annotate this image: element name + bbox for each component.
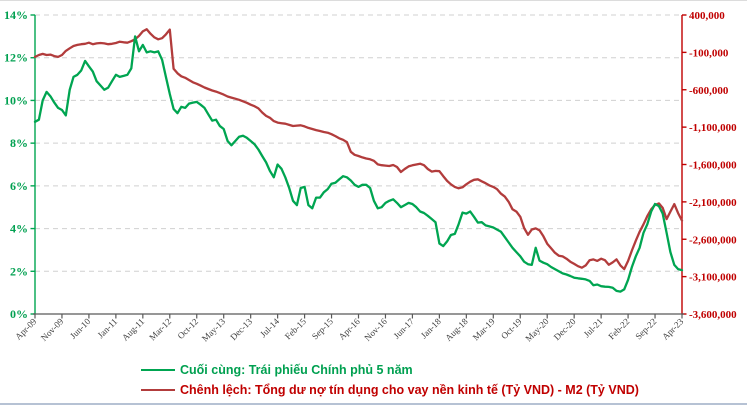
x-axis-label: Aug-18 xyxy=(443,316,470,343)
left-axis-label: 0% xyxy=(10,307,28,321)
left-axis-label: 6% xyxy=(10,179,28,193)
x-axis-label: Jun-10 xyxy=(68,316,93,341)
x-axis-label: Jul-14 xyxy=(258,316,281,339)
left-axis-label: 2% xyxy=(10,264,28,278)
x-axis-label: May-20 xyxy=(523,316,551,344)
right-axis-label: -100,000 xyxy=(689,47,729,59)
right-axis-label: -3,600,000 xyxy=(689,309,737,321)
x-axis-label: Jun-17 xyxy=(391,316,416,341)
x-axis-label: Sep-15 xyxy=(310,316,335,341)
legend-label-bond-yield: Cuối cùng: Trái phiếu Chính phủ 5 năm xyxy=(180,363,413,377)
x-axis-label: Apr-23 xyxy=(660,316,686,342)
series-line-bond-yield xyxy=(33,35,684,293)
legend-item-credit-m2-gap: Chênh lệch: Tổng dư nợ tín dụng cho vay … xyxy=(141,380,639,400)
axis-labels: 14% 12% 10% 8% 6% 4% 2% 0% 400,000 -100,000 -600,0… xyxy=(4,8,737,344)
x-axis-label: Dec-20 xyxy=(552,316,578,342)
x-axis-label: Feb-15 xyxy=(283,316,308,341)
legend-label-credit-m2-gap: Chênh lệch: Tổng dư nợ tín dụng cho vay … xyxy=(180,383,639,397)
x-axis-label: Mar-19 xyxy=(471,316,497,342)
x-axis-label: Jan-18 xyxy=(419,316,443,340)
axes xyxy=(30,14,687,319)
legend-item-bond-yield: Cuối cùng: Trái phiếu Chính phủ 5 năm xyxy=(141,360,639,380)
x-axis-label: Jul-21 xyxy=(582,316,605,339)
series-lines xyxy=(33,28,684,293)
x-axis-label: Nov-09 xyxy=(39,316,66,343)
x-axis-label: Oct-19 xyxy=(499,316,524,341)
legend: Cuối cùng: Trái phiếu Chính phủ 5 năm Ch… xyxy=(141,360,639,400)
right-axis-label: -600,000 xyxy=(689,85,729,97)
x-axis-label: Jan-11 xyxy=(95,316,119,340)
left-axis-label: 14% xyxy=(4,8,28,22)
x-axis-label: Sep-22 xyxy=(633,316,658,341)
x-axis-label: Dec-13 xyxy=(228,316,254,342)
left-axis-label: 12% xyxy=(4,51,28,65)
left-axis-label: 4% xyxy=(10,222,28,236)
right-axis-label: -2,600,000 xyxy=(689,234,737,246)
right-axis-label: 400,000 xyxy=(689,10,725,22)
legend-line-sample-green xyxy=(141,369,175,371)
x-axis-label: Mar-12 xyxy=(147,316,173,342)
x-axis-label: Oct-12 xyxy=(175,316,200,341)
right-axis-label: -2,100,000 xyxy=(689,197,737,209)
left-axis-label: 10% xyxy=(4,93,28,107)
right-axis-label: -1,100,000 xyxy=(689,122,737,134)
series-line-credit-m2-gap xyxy=(33,28,684,271)
right-axis-label: -1,600,000 xyxy=(689,160,737,172)
x-axis-label: Feb-22 xyxy=(606,316,631,341)
left-axis-label: 8% xyxy=(10,136,28,150)
legend-line-sample-red xyxy=(141,389,175,391)
x-axis-label: Aug-11 xyxy=(120,316,146,342)
x-axis-label: Apr-16 xyxy=(337,316,363,342)
x-axis-label: May-13 xyxy=(200,316,228,344)
x-axis-label: Nov-16 xyxy=(362,316,389,343)
right-axis-label: -3,100,000 xyxy=(689,272,737,284)
